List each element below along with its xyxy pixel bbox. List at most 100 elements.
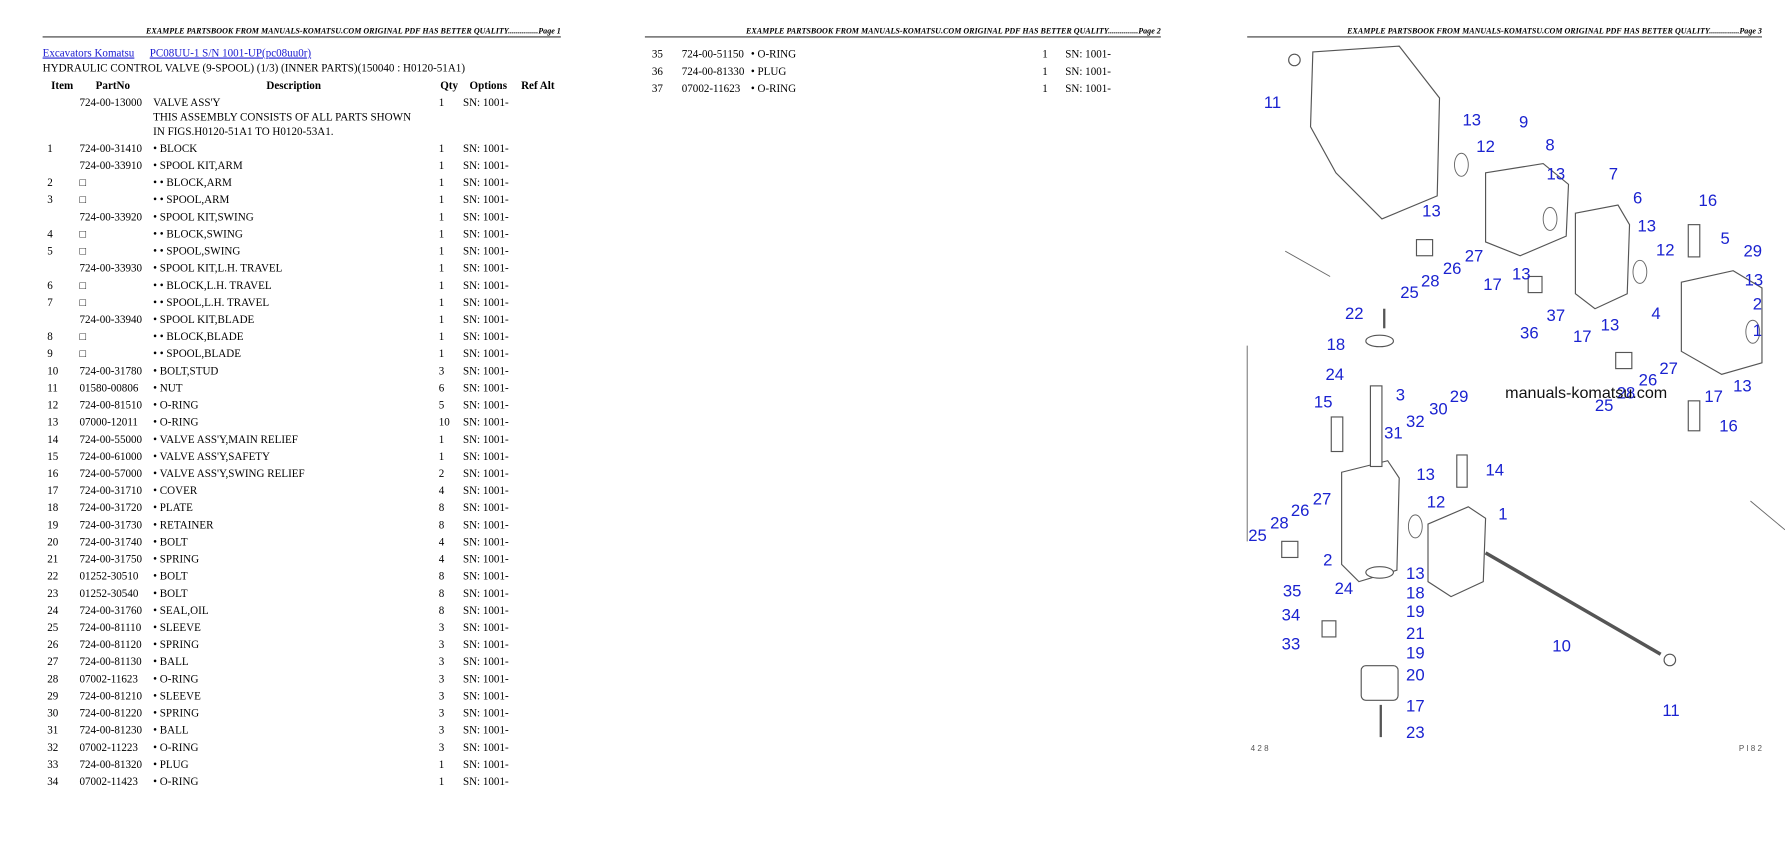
callout-number: 18	[1406, 584, 1425, 603]
cell-part: □	[79, 246, 86, 258]
cell-desc: • • BLOCK,BLADE	[153, 331, 244, 343]
cell-desc: • SPRING	[153, 639, 199, 651]
cell-options: SN: 1001-	[463, 246, 509, 258]
cell-item: 6	[47, 280, 53, 292]
cell-item: 16	[47, 468, 59, 480]
cell-part: 724-00-33930	[79, 263, 142, 275]
cell-item: 7	[47, 297, 53, 309]
cell-options: SN: 1001-	[463, 160, 509, 172]
breadcrumb-link[interactable]: Excavators Komatsu	[43, 48, 135, 60]
callout-number: 6	[1633, 189, 1642, 208]
cell-part: 724-00-81210	[79, 690, 142, 702]
callout-number: 19	[1406, 602, 1425, 621]
callout-number: 20	[1406, 665, 1425, 684]
callout-number: 17	[1406, 697, 1425, 716]
cell-desc: • O-RING	[153, 673, 198, 685]
leader	[1284, 250, 1331, 277]
cell-desc: • VALVE ASS'Y,MAIN RELIEF	[153, 434, 298, 446]
column-header: Qty	[440, 80, 458, 92]
cell-desc: • O-RING	[751, 49, 796, 61]
cell-part: 724-00-81110	[79, 622, 141, 634]
page-header: EXAMPLE PARTSBOOK FROM MANUALS-KOMATSU.C…	[745, 26, 1161, 35]
cell-desc: • PLATE	[153, 502, 193, 514]
cell-qty: 1	[1042, 49, 1048, 61]
callout-number: 5	[1720, 229, 1729, 248]
cell-item: 4	[47, 228, 53, 240]
cell-desc: • PLUG	[153, 759, 188, 771]
cell-options: SN: 1001-	[463, 588, 509, 600]
cell-desc: • SPRING	[153, 554, 199, 566]
cell-qty: 1	[439, 297, 445, 309]
cell-qty: 5	[439, 400, 445, 412]
watermark: manuals-komatsu.com	[1505, 384, 1667, 402]
callout-number: 13	[1462, 110, 1481, 129]
cell-qty: 1	[439, 211, 445, 223]
cell-part: 07002-11423	[79, 776, 138, 788]
cell-part: □	[79, 348, 86, 360]
cell-item: 25	[47, 622, 59, 634]
callout-number: 13	[1733, 376, 1752, 395]
valve-block	[1341, 460, 1400, 583]
cell-desc: • • BLOCK,ARM	[153, 177, 232, 189]
callout-number: 26	[1291, 501, 1310, 520]
callout-number: 25	[1400, 283, 1419, 302]
cell-part: 724-00-31410	[79, 143, 142, 155]
cell-desc: • • SPOOL,SWING	[153, 246, 240, 258]
callout-number: 1	[1753, 321, 1762, 340]
cell-desc: • BOLT	[153, 588, 188, 600]
callout-number: 12	[1427, 493, 1446, 512]
cell-options: SN: 1001-	[1065, 66, 1111, 78]
cell-desc: • SEAL,OIL	[153, 605, 209, 617]
cell-qty: 3	[439, 673, 445, 685]
cell-desc: VALVE ASS'Y	[153, 97, 220, 109]
cell-item: 22	[47, 571, 58, 583]
cell-part: 724-00-61000	[79, 451, 142, 463]
cell-part: 724-00-81330	[682, 66, 745, 78]
valve	[1330, 416, 1344, 453]
callout-number: 1	[1498, 504, 1507, 523]
cell-qty: 1	[439, 759, 445, 771]
cell-options: SN: 1001-	[463, 571, 509, 583]
breadcrumb-link[interactable]: PC08UU-1 S/N 1001-UP(pc08uu0r)	[150, 48, 312, 60]
callout-number: 3	[1396, 386, 1405, 405]
cell-item: 13	[47, 417, 59, 429]
cover	[1360, 665, 1399, 701]
figure-footer: 4 2 8	[1251, 744, 1269, 753]
callout-number: 27	[1313, 489, 1332, 508]
cell-qty: 6	[439, 382, 445, 394]
cell-part: 724-00-33910	[79, 160, 142, 172]
callout-number: 25	[1595, 396, 1614, 415]
cell-qty: 8	[439, 588, 445, 600]
callout-number: 10	[1552, 637, 1571, 656]
cell-options: SN: 1001-	[463, 468, 509, 480]
cell-options: SN: 1001-	[463, 639, 509, 651]
valve-block	[1680, 270, 1763, 375]
cell-part: □	[79, 297, 86, 309]
o-ring	[1407, 514, 1423, 539]
cell-qty: 4	[439, 485, 445, 497]
cell-qty: 8	[439, 571, 445, 583]
callout-number: 17	[1573, 327, 1592, 346]
cell-options: SN: 1001-	[463, 263, 509, 275]
callout-number: 13	[1638, 216, 1657, 235]
callout-number: 32	[1406, 412, 1425, 431]
cell-item: 35	[652, 49, 664, 61]
cell-options: SN: 1001-	[463, 382, 509, 394]
cell-options: SN: 1001-	[463, 656, 509, 668]
cell-qty: 1	[439, 228, 445, 240]
callout-number: 26	[1639, 371, 1658, 390]
valve-block	[1485, 163, 1570, 257]
cell-options: SN: 1001-	[463, 365, 509, 377]
cell-qty: 1	[439, 263, 445, 275]
cell-options: SN: 1001-	[463, 690, 509, 702]
callout-number: 24	[1325, 365, 1344, 384]
callout-number: 14	[1486, 461, 1505, 480]
cell-part: 724-00-57000	[79, 468, 142, 480]
cell-options: SN: 1001-	[463, 97, 509, 109]
callout-number: 13	[1512, 265, 1531, 284]
callout-number: 12	[1476, 137, 1495, 156]
cell-desc: • SPOOL KIT,ARM	[153, 160, 243, 172]
callout-number: 26	[1443, 259, 1462, 278]
cell-options: SN: 1001-	[463, 417, 509, 429]
